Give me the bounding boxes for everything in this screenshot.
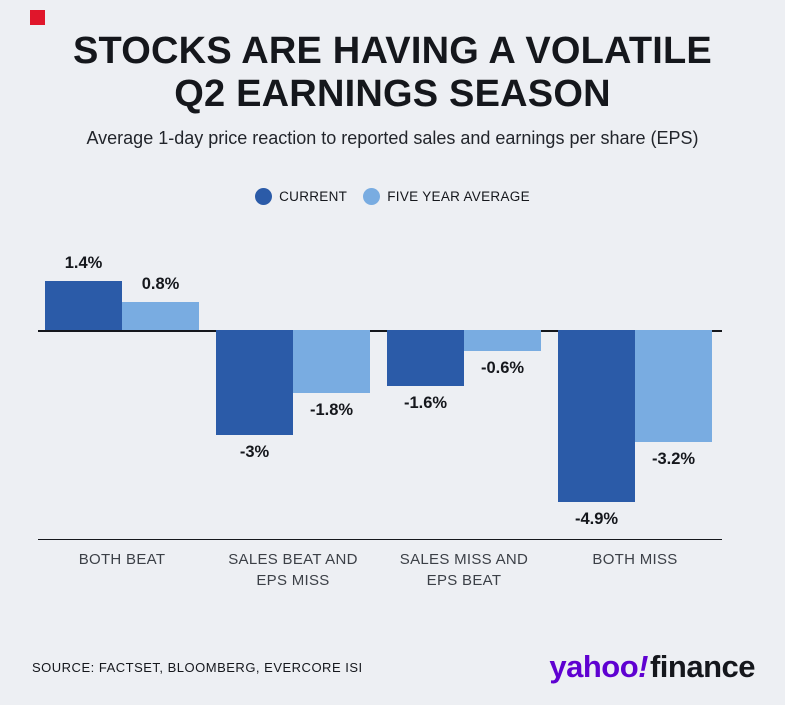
chart-subtitle: Average 1-day price reaction to reported… <box>86 128 699 148</box>
bar-value-label-current-2: -1.6% <box>403 394 448 412</box>
logo-exclamation-mark: ! <box>638 649 648 684</box>
legend-item-current: CURRENT <box>255 188 347 205</box>
chart-title-line-2: Q2 EARNINGS SEASON <box>174 72 611 115</box>
source-credit: SOURCE: FACTSET, BLOOMBERG, EVERCORE ISI <box>32 660 363 675</box>
x-axis-line <box>38 538 722 540</box>
bar-chart: 1.4% 0.8% -3% -1.8% -1.6% -0.6% -4.9% -3.2% <box>38 245 722 540</box>
zero-baseline <box>38 330 722 332</box>
bar-five-year-average-1 <box>293 330 370 393</box>
bar-five-year-average-3 <box>635 330 712 442</box>
bar-five-year-average-2 <box>464 330 541 351</box>
x-axis-category-label-2: SALES MISS AND EPS BEAT <box>399 551 529 589</box>
bar-value-label-five-year-average-3: -3.2% <box>651 450 696 468</box>
legend-swatch-five-year-average <box>363 188 381 205</box>
chart-title-line-1: STOCKS ARE HAVING A VOLATILE <box>73 30 712 72</box>
bar-current-1 <box>216 330 293 435</box>
yahoo-finance-logo: yahoo!finance <box>549 649 755 685</box>
bar-value-label-current-3: -4.9% <box>574 509 619 528</box>
bar-current-2 <box>387 330 464 386</box>
logo-yahoo-text: yahoo <box>549 649 639 684</box>
bar-value-label-five-year-average-0: 0.8% <box>141 275 180 293</box>
chart-title: STOCKS ARE HAVING A VOLATILE Q2 EARNINGS… <box>0 30 785 115</box>
legend: CURRENT FIVE YEAR AVERAGE <box>0 188 785 205</box>
x-axis-category-label-3: BOTH MISS <box>592 551 678 568</box>
bar-current-0 <box>45 281 122 330</box>
bar-value-label-current-0: 1.4% <box>64 254 103 272</box>
x-axis-category-label-1: SALES BEAT AND EPS MISS <box>228 551 358 589</box>
x-axis-category-labels: BOTH BEAT SALES BEAT AND EPS MISS SALES MI… <box>38 549 722 599</box>
bar-five-year-average-0 <box>122 302 199 330</box>
bar-current-3 <box>558 330 635 502</box>
legend-swatch-current <box>255 188 273 205</box>
x-axis-category-label-0: BOTH BEAT <box>78 551 166 568</box>
bar-value-label-current-1: -3% <box>239 443 270 461</box>
bar-value-label-five-year-average-1: -1.8% <box>309 401 354 419</box>
legend-item-five-year-average: FIVE YEAR AVERAGE <box>363 188 530 205</box>
legend-label-five-year-average: FIVE YEAR AVERAGE <box>387 189 530 204</box>
legend-label-current: CURRENT <box>279 189 348 204</box>
logo-finance-text: finance <box>649 649 756 684</box>
bar-value-label-five-year-average-2: -0.6% <box>480 359 525 377</box>
brand-accent-square <box>30 10 45 25</box>
